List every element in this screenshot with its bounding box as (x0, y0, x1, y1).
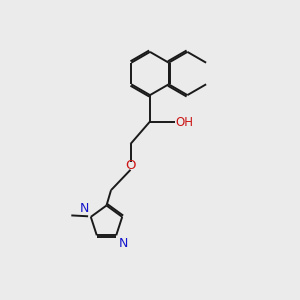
Text: N: N (118, 237, 128, 250)
Text: N: N (79, 202, 89, 215)
Text: O: O (125, 159, 136, 172)
Text: OH: OH (176, 116, 194, 129)
